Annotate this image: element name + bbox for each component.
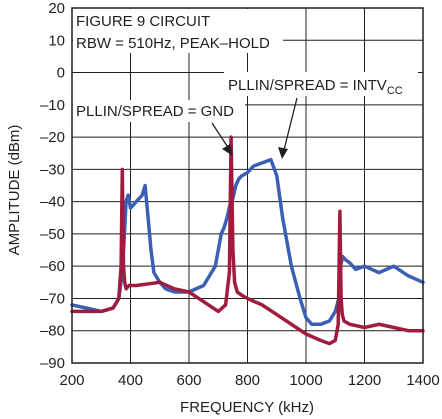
circuit-note: FIGURE 9 CIRCUIT [76, 13, 210, 30]
series-line-2 [70, 135, 425, 346]
gnd-arrow-head [222, 144, 233, 156]
x-tick-label: 200 [59, 372, 84, 389]
y-tick-label: –80 [40, 323, 65, 340]
x-axis-title: FREQUENCY (kHz) [180, 399, 314, 416]
plot-frame [71, 7, 424, 364]
y-tick-label: –10 [40, 97, 65, 114]
intv-arrow-line [283, 97, 298, 151]
y-tick-label: –30 [40, 161, 65, 178]
gnd-label: PLLIN/SPREAD = GND [76, 103, 234, 120]
x-tick-label: 400 [118, 372, 143, 389]
y-tick-label: –90 [40, 355, 65, 372]
y-tick-label: 0 [57, 65, 65, 82]
y-axis-title: AMPLITUDE (dBm) [6, 125, 23, 256]
y-tick-label: –70 [40, 290, 65, 307]
y-tick-label: –60 [40, 258, 65, 275]
x-tick-label: 1000 [289, 372, 322, 389]
y-tick-label: 10 [48, 32, 65, 49]
intv-label-sub: CC [387, 85, 403, 97]
rbw-note: RBW = 510Hz, PEAK–HOLD [76, 35, 270, 52]
y-tick-label: 20 [48, 0, 65, 17]
x-tick-labels: 200 400 600 800 1000 1200 1400 [59, 372, 439, 389]
intv-label: PLLIN/SPREAD = INTVCC [228, 77, 403, 97]
intv-arrow-head [278, 147, 288, 159]
x-tick-label: 1400 [406, 372, 439, 389]
intv-label-bg [224, 72, 418, 96]
grid [72, 8, 423, 363]
y-tick-label: –50 [40, 226, 65, 243]
y-tick-labels: 20 10 0 –10 –20 –30 –40 –50 –60 –70 –80 –90 [40, 0, 65, 372]
circuit-note-bg [73, 9, 283, 53]
x-tick-label: 1200 [348, 372, 381, 389]
gnd-label-bg [73, 100, 245, 122]
intv-label-main: PLLIN/SPREAD = INTV [228, 77, 387, 94]
y-tick-label: –20 [40, 129, 65, 146]
series-group [70, 135, 425, 346]
x-tick-label: 600 [176, 372, 201, 389]
gnd-arrow-line [211, 122, 230, 150]
y-tick-label: –40 [40, 194, 65, 211]
x-tick-label: 800 [235, 372, 260, 389]
